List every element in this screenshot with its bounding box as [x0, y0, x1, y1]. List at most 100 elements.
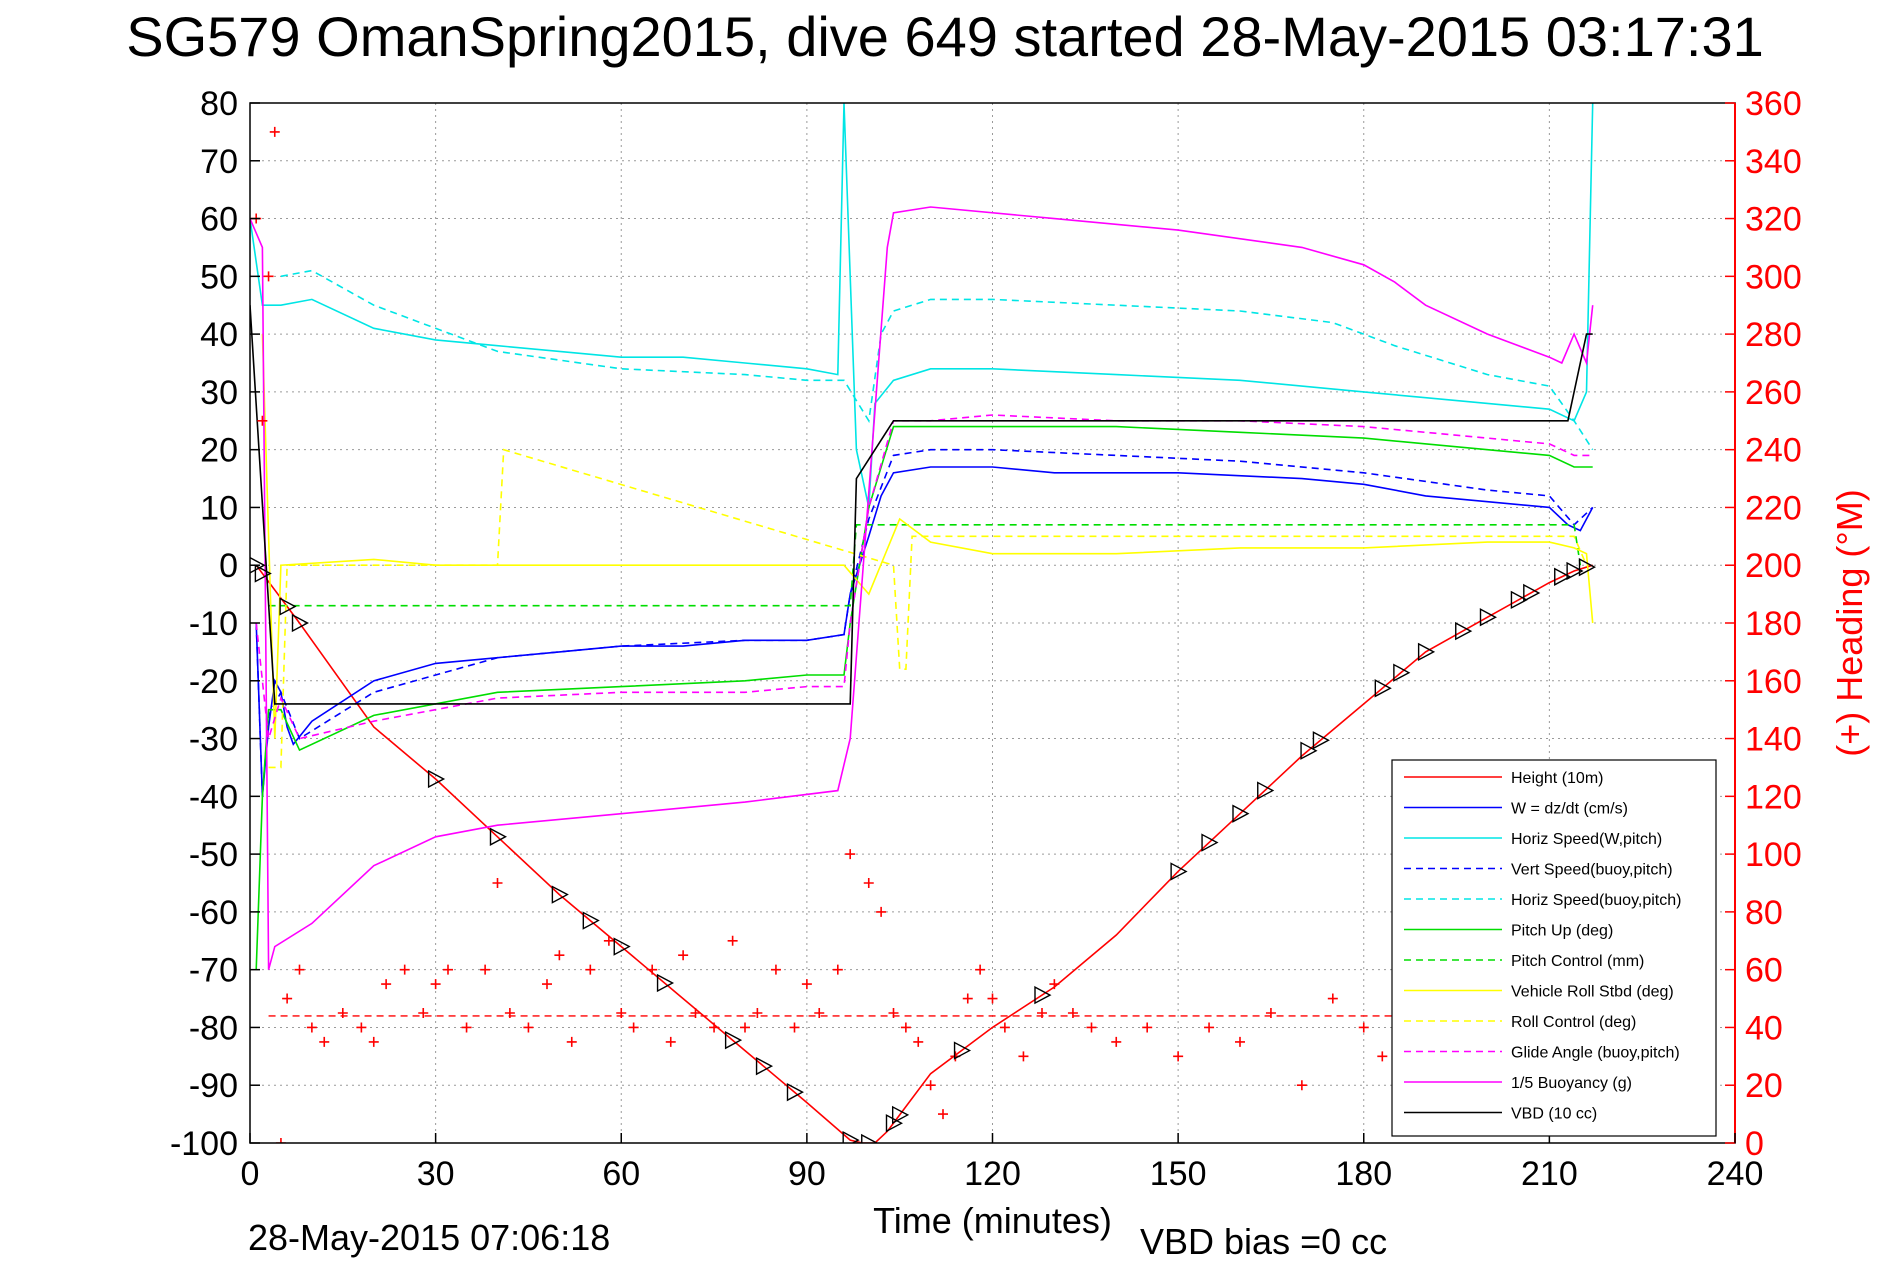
left-tick-label: 50 — [200, 258, 238, 296]
legend-label-11: VBD (10 cc) — [1511, 1106, 1597, 1123]
dive-marker-triangle — [489, 827, 507, 846]
heading-point — [1049, 979, 1060, 990]
left-tick-label: 60 — [200, 201, 238, 239]
dive-marker-triangle — [1523, 583, 1541, 603]
footer-vbd-bias: VBD bias =0 cc — [1140, 1221, 1387, 1262]
heading-point — [647, 964, 658, 975]
dive-marker-triangle — [1479, 608, 1497, 627]
heading-point — [399, 964, 410, 975]
heading-point — [1204, 1022, 1215, 1033]
heading-point — [1358, 1022, 1369, 1033]
dive-marker-triangle — [1455, 621, 1473, 641]
heading-point — [542, 979, 552, 990]
right-tick-label: 340 — [1745, 143, 1802, 181]
dive-marker-triangle — [1510, 590, 1528, 610]
right-tick-label: 220 — [1745, 489, 1802, 527]
heading-point — [461, 1022, 472, 1033]
series-layer — [250, 103, 1594, 1143]
legend-label-3: Vert Speed(buoy,pitch) — [1511, 862, 1673, 879]
left-tick-label: -70 — [189, 952, 238, 990]
heading-point — [480, 964, 491, 975]
heading-point — [1142, 1022, 1153, 1033]
dive-marker-triangle — [1300, 741, 1318, 760]
series-line-1 — [255, 466, 1594, 797]
x-tick-label: 90 — [788, 1155, 826, 1193]
series-line-11 — [250, 305, 1593, 705]
x-tick-label: 210 — [1521, 1155, 1578, 1193]
left-tick-label: 70 — [200, 143, 238, 181]
heading-point — [814, 1008, 825, 1018]
heading-point — [987, 993, 998, 1004]
right-tick-label: 80 — [1745, 894, 1783, 932]
series-line-6 — [268, 523, 1582, 607]
right-tick-label: 120 — [1745, 778, 1802, 816]
dive-marker-triangle — [786, 1082, 804, 1102]
legend-box — [1391, 759, 1717, 1137]
series-line-10 — [250, 206, 1594, 970]
right-tick-label: 320 — [1745, 201, 1802, 239]
dive-marker-triangle — [755, 1056, 774, 1076]
heading-point — [430, 979, 441, 990]
series-line-8 — [268, 448, 1588, 769]
heading-point — [709, 1022, 720, 1033]
heading-point — [319, 1036, 330, 1047]
left-tick-label: -50 — [189, 836, 238, 874]
dive-marker-triangle — [953, 1041, 972, 1060]
x-axis: 0 30 60 90 120 150 180 210 240 — [241, 1133, 1764, 1193]
heading-point — [616, 1008, 627, 1018]
heading-point — [368, 1036, 379, 1047]
dive-marker-triangle — [1312, 731, 1330, 750]
left-tick-label: -80 — [189, 1009, 238, 1047]
left-tick-label: -20 — [189, 663, 238, 701]
heading-point — [585, 964, 596, 975]
left-tick-label: 10 — [200, 489, 238, 527]
heading-point — [282, 993, 293, 1004]
heading-point — [789, 1022, 800, 1033]
heading-point — [263, 271, 274, 282]
heading-point — [1018, 1051, 1029, 1062]
right-tick-label: 260 — [1745, 374, 1802, 412]
heading-point — [257, 415, 268, 426]
heading-point — [999, 1022, 1010, 1033]
heading-point — [678, 950, 689, 961]
x-tick-label: 240 — [1707, 1155, 1764, 1193]
heading-point — [770, 964, 781, 975]
left-tick-label: 0 — [219, 547, 238, 585]
dive-marker-triangle — [279, 597, 297, 616]
series-line-7 — [261, 334, 1594, 739]
x-tick-label: 150 — [1150, 1155, 1207, 1193]
right-tick-label: 100 — [1745, 836, 1802, 874]
heading-point — [492, 878, 503, 888]
right-tick-label: 240 — [1745, 432, 1802, 470]
dive-marker-triangle — [1393, 663, 1411, 682]
heading-point — [306, 1022, 317, 1033]
heading-point — [337, 1008, 348, 1018]
heading-point — [845, 849, 856, 860]
series-line-2 — [250, 103, 1594, 508]
legend-label-5: Pitch Up (deg) — [1511, 923, 1613, 940]
heading-point — [876, 906, 887, 917]
heading-point — [1235, 1036, 1245, 1047]
dive-marker-triangle — [291, 613, 309, 633]
heading-point — [801, 979, 812, 990]
heading-point — [1377, 1051, 1388, 1062]
heading-point — [913, 1036, 924, 1047]
dive-marker-triangle — [1566, 561, 1584, 581]
left-tick-label: 20 — [200, 432, 238, 470]
dive-marker-triangle — [1034, 985, 1052, 1005]
dive-marker-triangle — [1578, 557, 1596, 577]
heading-point — [603, 935, 614, 946]
heading-point — [752, 1008, 763, 1018]
heading-point — [925, 1080, 936, 1091]
dive-marker-triangle — [250, 556, 266, 574]
dive-marker-triangle — [254, 564, 272, 583]
right-tick-label: 0 — [1745, 1125, 1764, 1163]
series-line-4 — [280, 269, 1594, 451]
legend-label-6: Pitch Control (mm) — [1511, 953, 1644, 970]
dive-marker-triangle — [891, 1105, 910, 1125]
heading-point — [900, 1022, 911, 1033]
right-tick-label: 360 — [1745, 85, 1802, 123]
heading-point — [1037, 1008, 1047, 1018]
right-tick-label: 140 — [1745, 721, 1802, 759]
